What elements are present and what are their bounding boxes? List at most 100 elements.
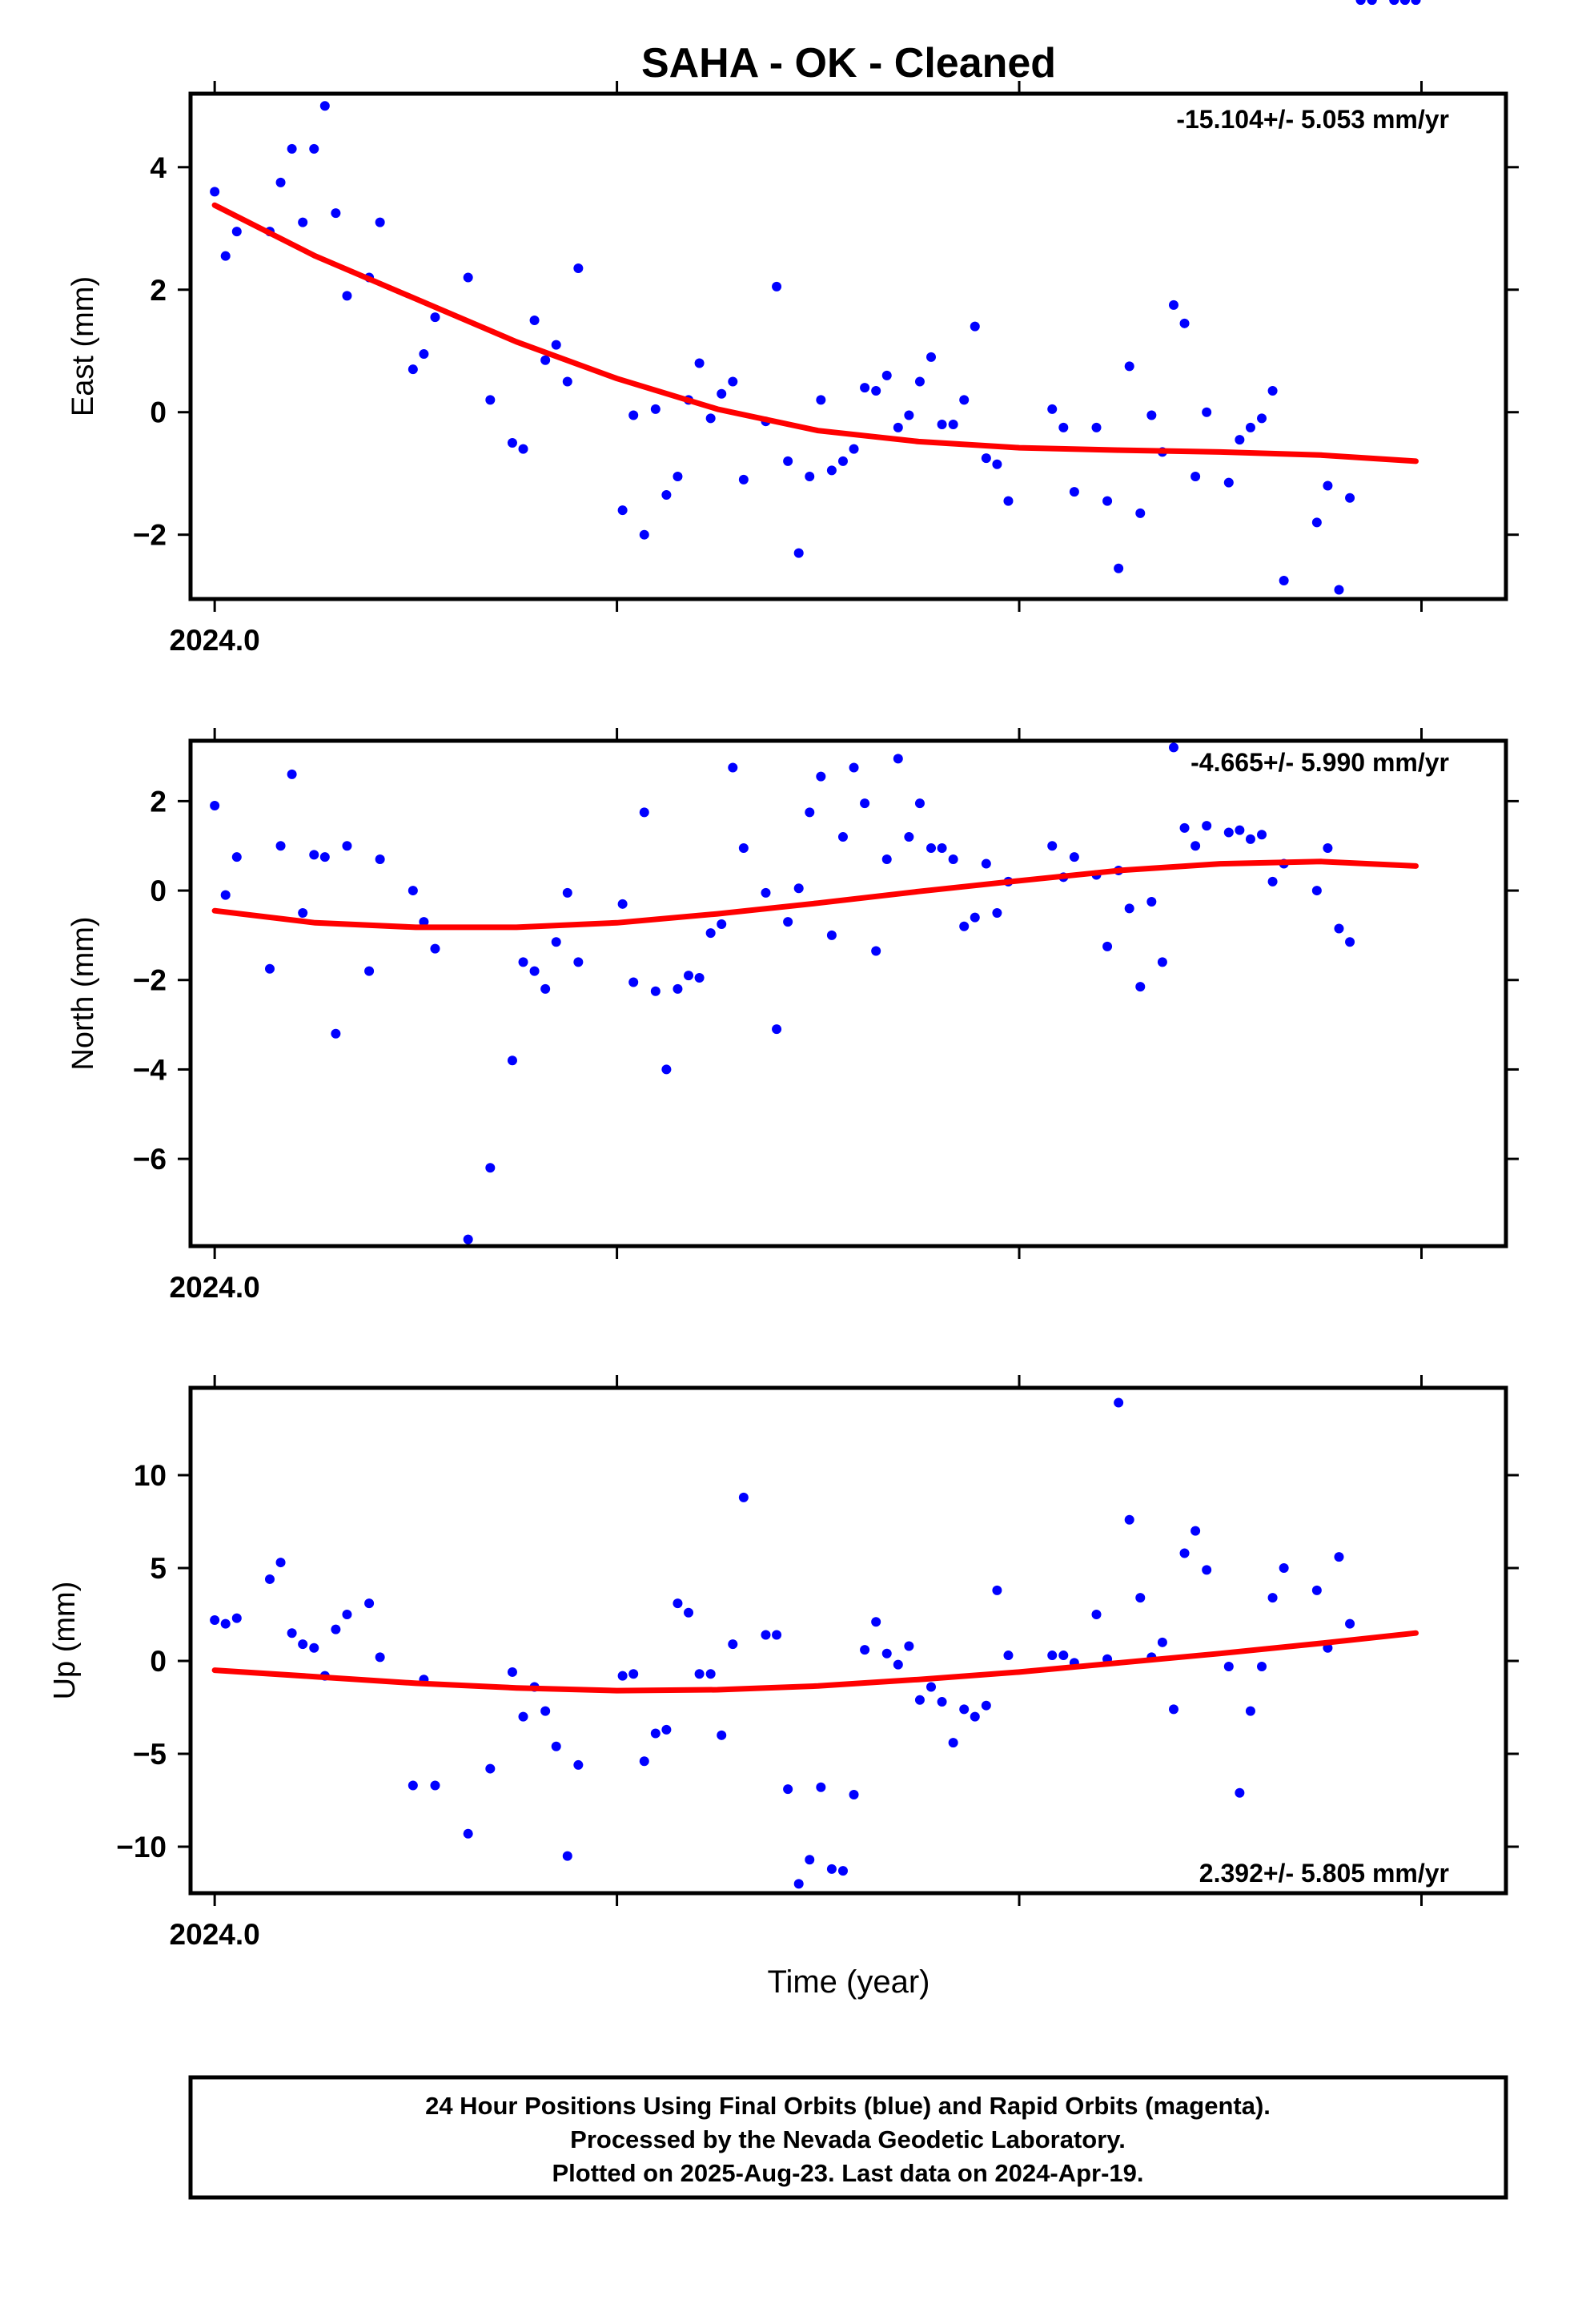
up-data-point [375, 1652, 385, 1663]
east-data-point [860, 383, 870, 393]
north-data-point [673, 983, 683, 994]
up-data-point [1191, 1526, 1201, 1536]
east-data-point [1257, 413, 1267, 424]
east-data-point [463, 272, 473, 283]
up-data-point [1168, 1704, 1178, 1715]
north-data-point [893, 754, 903, 764]
footer-line-1: 24 Hour Positions Using Final Orbits (bl… [425, 2092, 1271, 2120]
up-data-point [948, 1738, 958, 1748]
north-data-point [430, 943, 440, 954]
east-data-point [837, 456, 848, 466]
up-data-point [1279, 1563, 1289, 1574]
up-data-point [287, 1628, 297, 1638]
east-data-point [628, 410, 639, 420]
east-data-point [639, 529, 649, 540]
up-data-point [507, 1667, 517, 1677]
up-data-point [628, 1669, 639, 1679]
east-data-point [1058, 422, 1069, 432]
up-data-point [728, 1639, 738, 1650]
east-data-point [210, 187, 220, 197]
east-data-point [772, 281, 782, 292]
east-data-point [220, 251, 231, 261]
east-data-point [948, 420, 958, 430]
east-data-point [1323, 480, 1333, 491]
up-data-point [331, 1624, 341, 1634]
north-ytick-label: −4 [133, 1053, 167, 1086]
north-data-point [342, 841, 352, 851]
east-data-point [959, 395, 970, 405]
east-data-point [694, 358, 705, 368]
x-axis-label: Time (year) [768, 1964, 930, 2000]
up-data-point [717, 1730, 727, 1740]
north-data-point [849, 762, 859, 773]
chart-title: SAHA - OK - Cleaned [641, 40, 1056, 86]
north-data-point [1202, 821, 1212, 831]
up-points [210, 0, 1421, 1889]
up-data-point [1399, 0, 1410, 5]
up-data-point [342, 1610, 352, 1620]
up-data-point [210, 1614, 220, 1625]
up-data-point [1235, 1787, 1245, 1798]
up-panel: −10 −5 0 5 10 2024.0 Up (mm) 2.392+/- 5.805 mm/… [48, 0, 1519, 1951]
up-data-point [914, 1695, 925, 1705]
north-data-point [1124, 903, 1134, 914]
up-data-point [849, 1790, 859, 1800]
east-data-point [1069, 487, 1079, 497]
east-ytick-label: −2 [133, 519, 167, 552]
up-data-point [772, 1630, 782, 1640]
up-data-point [485, 1763, 496, 1774]
up-data-point [1223, 1661, 1234, 1671]
north-data-point [463, 1234, 473, 1244]
north-data-point [628, 977, 639, 987]
up-data-point [1355, 0, 1366, 5]
north-data-point [661, 1064, 672, 1075]
up-data-point [871, 1617, 881, 1627]
up-data-point [264, 1574, 275, 1584]
up-data-point [937, 1697, 947, 1707]
east-ytick-label: 0 [150, 396, 167, 429]
up-data-point [694, 1669, 705, 1679]
up-rate-label: 2.392+/- 5.805 mm/yr [1199, 1859, 1449, 1888]
up-data-point [540, 1706, 551, 1716]
east-data-point [992, 459, 1002, 469]
north-data-point [805, 807, 815, 818]
north-data-point [826, 930, 837, 940]
east-data-point [914, 376, 925, 387]
north-data-point [684, 971, 694, 981]
north-data-point [1345, 937, 1355, 947]
east-points [210, 0, 1421, 595]
north-data-point [518, 957, 528, 967]
up-data-point [1389, 0, 1399, 5]
north-data-point [364, 966, 375, 976]
east-data-point [430, 312, 440, 323]
east-data-point [342, 291, 352, 301]
up-data-point [1003, 1651, 1014, 1661]
east-data-point [783, 456, 793, 466]
east-data-point [298, 217, 308, 227]
east-data-point [981, 453, 991, 464]
east-data-point [728, 376, 738, 387]
north-data-point [1047, 841, 1058, 851]
east-data-point [705, 413, 716, 424]
north-data-point [937, 843, 947, 854]
up-data-point [893, 1659, 903, 1670]
north-data-point [1069, 852, 1079, 862]
up-data-point [684, 1607, 694, 1618]
east-ytick-label: 4 [150, 151, 167, 184]
north-data-point [1191, 841, 1201, 851]
up-data-point [1257, 1661, 1267, 1671]
east-data-point [1114, 563, 1124, 573]
east-data-point [849, 444, 859, 454]
up-data-point [573, 1759, 584, 1770]
north-data-point [728, 762, 738, 773]
up-data-point [463, 1828, 473, 1839]
up-data-point [738, 1492, 749, 1502]
up-data-point [1245, 1706, 1255, 1716]
east-data-point [937, 420, 947, 430]
east-data-point [805, 472, 815, 482]
east-data-point [287, 143, 297, 154]
up-data-point [1114, 1397, 1124, 1408]
up-ytick-label: 0 [150, 1645, 167, 1678]
east-data-point [529, 315, 540, 325]
north-data-point [507, 1055, 517, 1066]
